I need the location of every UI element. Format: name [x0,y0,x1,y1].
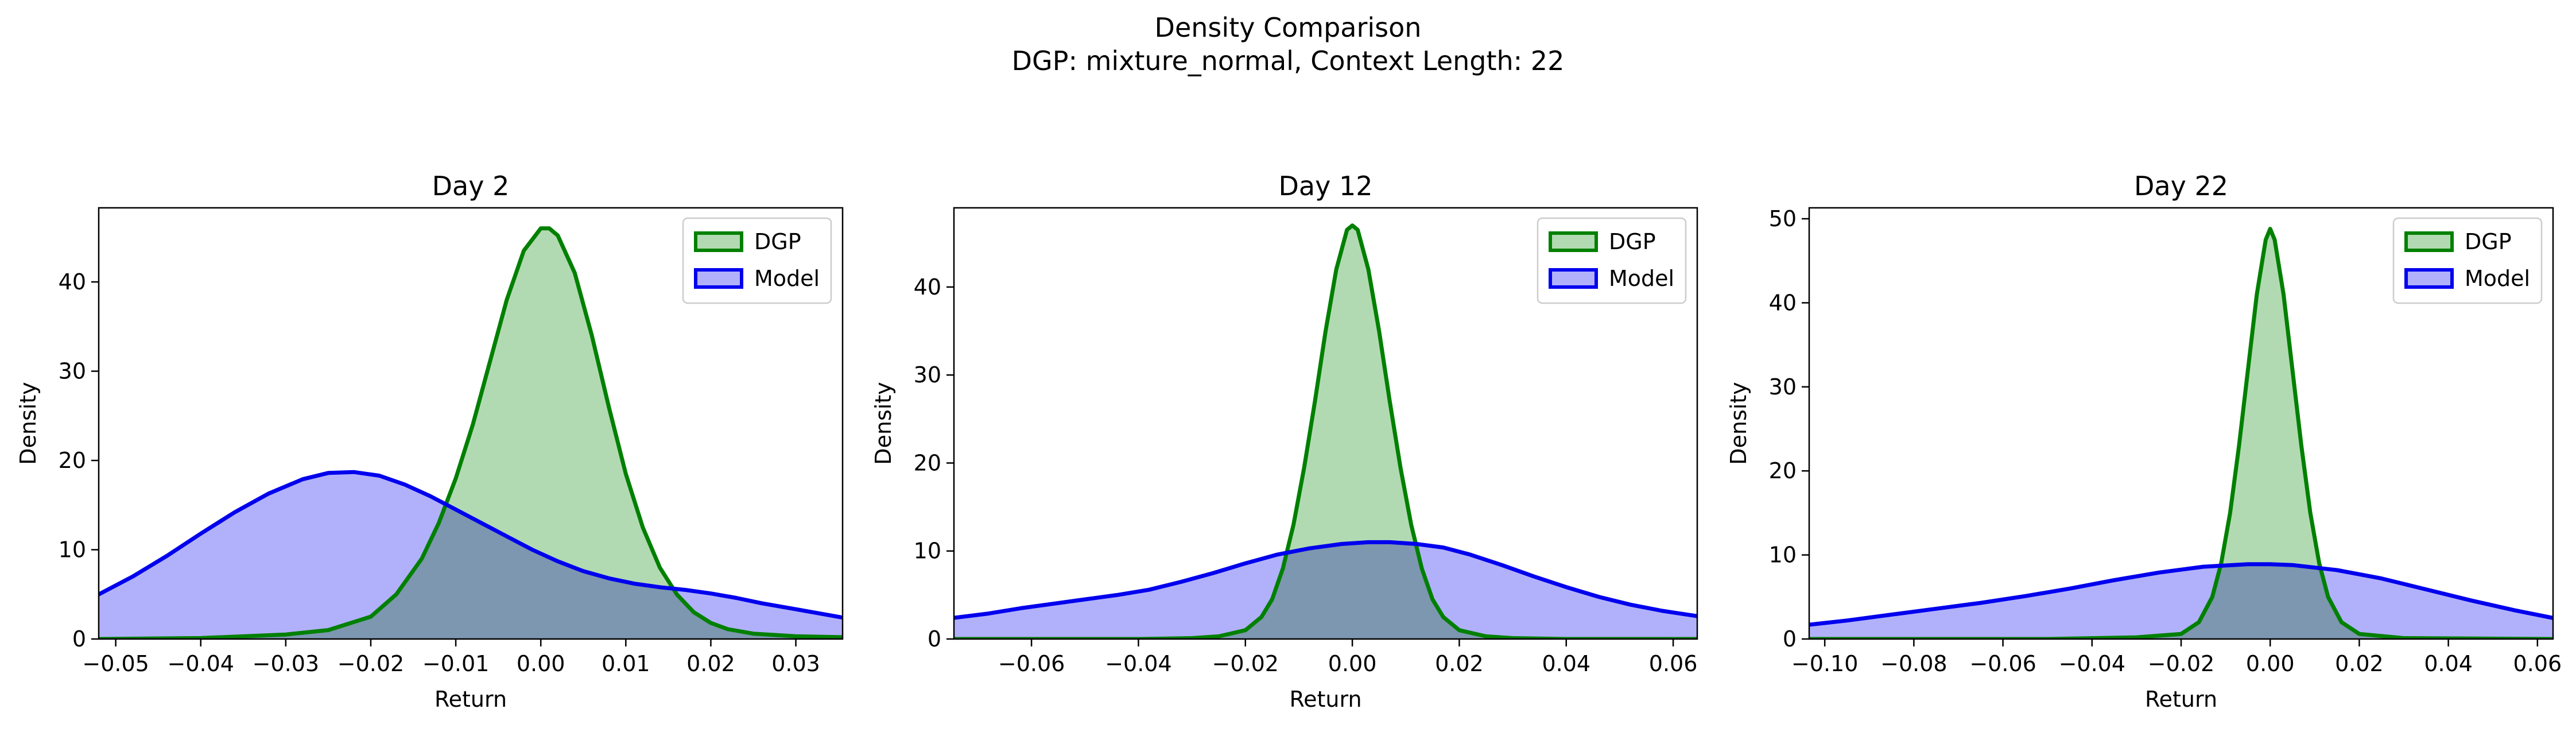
x-tick-label: −0.05 [82,651,149,676]
dgp-legend-label: DGP [1609,229,1656,254]
plot-area [1809,227,2553,639]
dgp-legend-swatch [694,231,743,252]
dgp-density-fill [954,225,1697,639]
model-density-line [954,540,1697,620]
y-axis-label: Density [871,382,896,464]
figure-subtitle: DGP: mixture_normal, Context Length: 22 [1012,45,1565,76]
y-tick-label: 10 [59,537,86,563]
dgp-density-line [954,223,1697,639]
panel-title: Day 22 [2134,171,2228,202]
model-density-fill [954,542,1697,639]
model-density-line [99,470,843,620]
density-panel-day-12: −0.06 −0.04 −0.02 0.00 0.02 0.04 0.06 0 10 20 30 40… [871,171,1698,712]
model-density-line [1809,562,2553,627]
model-legend-label: Model [1609,266,1674,291]
x-tick-label: 0.00 [2246,651,2295,676]
x-tick-label: 0.06 [2513,651,2562,676]
x-tick-label: −0.02 [2148,651,2214,676]
y-tick-label: 20 [914,450,941,475]
y-axis-label: Density [1726,382,1751,464]
x-tick-label: −0.06 [1969,651,2036,676]
dgp-legend-swatch [2404,231,2454,252]
dgp-legend-label: DGP [2465,229,2512,254]
x-tick-label: −0.04 [1105,651,1171,676]
model-density-fill [1809,564,2553,639]
x-tick-label: −0.01 [422,651,489,676]
x-tick-label: −0.02 [1212,651,1279,676]
density-panel-day-22: −0.10 −0.08 −0.06 −0.04 −0.02 0.00 0.02 0.04 0.0… [1726,171,2562,712]
x-tick-label: 0.00 [1328,651,1377,676]
dgp-density-line [99,226,843,639]
y-tick-label: 40 [59,269,86,295]
y-tick-label: 30 [914,362,941,388]
y-tick-label: 50 [1769,206,1797,231]
x-axis-label: Return [2145,687,2217,712]
axes-frame [98,207,844,640]
y-tick-label: 30 [59,359,86,384]
y-tick-label: 0 [928,626,941,652]
x-tick-label: 0.02 [1435,651,1484,676]
x-tick-label: 0.03 [771,651,820,676]
y-tick-label: 30 [1769,374,1797,400]
x-axis-label: Return [434,687,507,712]
model-legend-swatch [1549,268,1598,289]
model-legend-label: Model [2465,266,2530,291]
x-tick-label: −0.04 [168,651,234,676]
x-tick-label: −0.10 [1791,651,1858,676]
legend: DGP Model [2392,217,2543,304]
dgp-density-line [1809,227,2553,639]
model-legend-swatch [2404,268,2454,289]
y-axis-label: Density [15,382,41,464]
y-tick-label: 0 [1783,626,1797,652]
figure-title: Density Comparison [1155,12,1422,43]
y-tick-label: 20 [1769,458,1797,483]
x-tick-label: 0.04 [2424,651,2473,676]
x-tick-label: −0.06 [998,651,1065,676]
density-panel-day-2: −0.05 −0.04 −0.03 −0.02 −0.01 0.00 0.01 0.02 0.0… [15,171,844,712]
x-tick-label: −0.03 [253,651,319,676]
panel-title: Day 12 [1279,171,1373,202]
x-axis-label: Return [1289,687,1361,712]
x-tick-label: 0.01 [602,651,650,676]
model-legend-swatch [694,268,743,289]
y-tick-label: 10 [1769,543,1797,568]
panel-title: Day 2 [432,171,510,202]
x-tick-label: −0.02 [337,651,404,676]
x-tick-label: 0.00 [517,651,565,676]
y-tick-label: 10 [914,539,941,564]
dgp-legend-swatch [1549,231,1598,252]
legend: DGP Model [1537,217,1687,304]
y-tick-label: 20 [59,448,86,473]
x-tick-label: −0.04 [2059,651,2125,676]
model-density-fill [99,472,843,639]
dgp-legend-label: DGP [754,229,801,254]
y-tick-label: 40 [914,274,941,300]
x-tick-label: 0.02 [686,651,735,676]
x-tick-label: 0.04 [1542,651,1590,676]
x-tick-label: 0.06 [1649,651,1698,676]
plot-area [954,223,1697,639]
y-tick-label: 0 [72,626,86,652]
x-tick-label: −0.08 [1880,651,1947,676]
plot-area [99,226,843,639]
legend: DGP Model [682,217,832,304]
y-tick-label: 40 [1769,290,1797,315]
model-legend-label: Model [754,266,820,291]
x-tick-label: 0.02 [2335,651,2384,676]
axes-frame [953,207,1698,640]
